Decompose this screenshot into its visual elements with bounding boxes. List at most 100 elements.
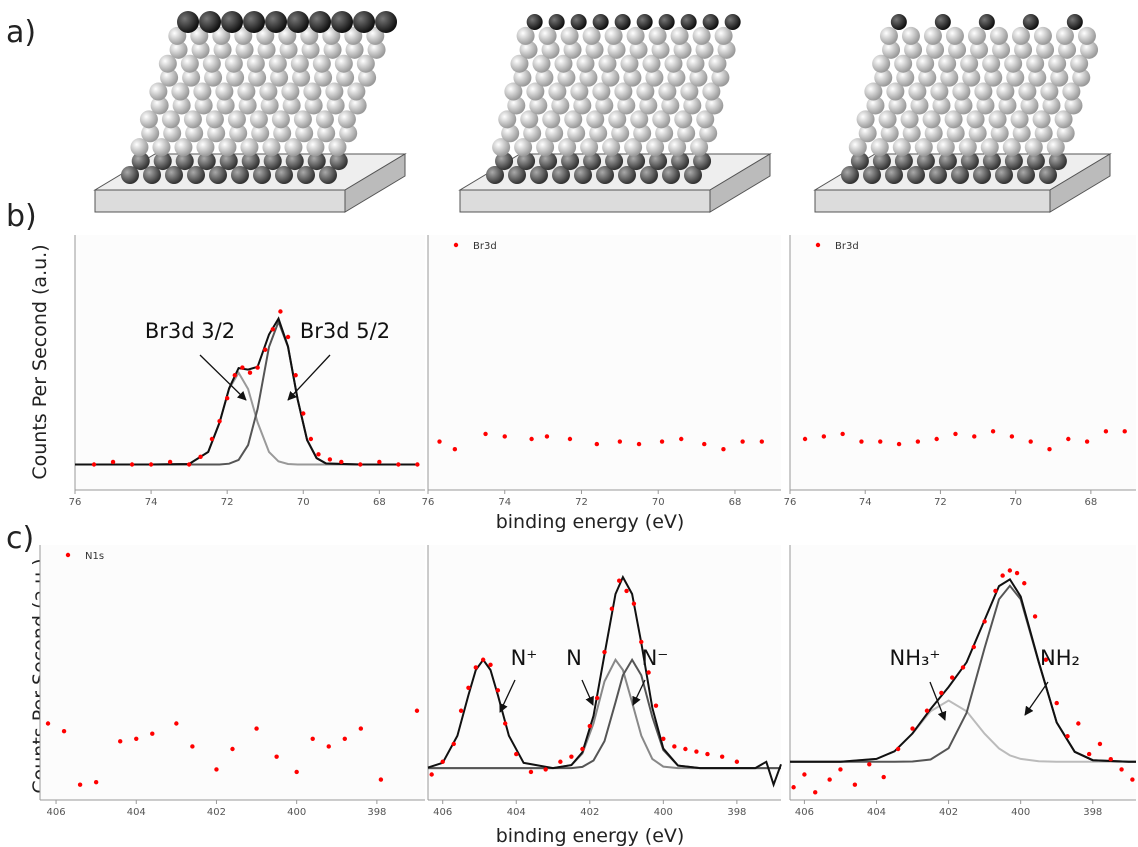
x-tick-label: 72 xyxy=(221,497,234,508)
data-point xyxy=(544,434,550,439)
atom xyxy=(938,54,957,73)
atom xyxy=(344,26,363,45)
atom xyxy=(171,82,190,101)
atom xyxy=(570,14,587,30)
data-point xyxy=(1022,581,1027,586)
data-point xyxy=(702,441,707,447)
atom xyxy=(886,82,905,101)
data-point xyxy=(254,726,259,731)
data-point xyxy=(150,731,155,736)
annotation-arrow xyxy=(632,679,646,706)
atom xyxy=(608,110,627,129)
substrate-side xyxy=(459,189,711,213)
atom xyxy=(323,40,342,59)
atom xyxy=(241,152,260,171)
data-point xyxy=(543,767,548,772)
atom xyxy=(150,96,169,115)
plot-area xyxy=(790,235,1136,490)
atom xyxy=(216,96,235,115)
atom xyxy=(300,26,319,45)
atom xyxy=(1062,82,1081,101)
atom xyxy=(325,82,344,101)
atom xyxy=(348,96,367,115)
x-tick-label: 400 xyxy=(1011,807,1030,818)
atom xyxy=(284,138,303,157)
atom xyxy=(229,124,248,143)
atom xyxy=(194,96,213,115)
data-point xyxy=(580,746,585,752)
atom xyxy=(982,152,1001,171)
atom xyxy=(285,152,304,171)
data-point xyxy=(827,777,832,782)
data-point xyxy=(661,736,666,741)
x-tick-label: 70 xyxy=(1009,497,1022,508)
atom xyxy=(695,40,714,59)
substrate-edge xyxy=(344,153,406,213)
x-axis-label: binding energy (eV) xyxy=(496,825,685,847)
atom xyxy=(227,110,246,129)
atom xyxy=(967,26,986,45)
atom xyxy=(262,138,281,157)
atom xyxy=(510,54,529,73)
atom xyxy=(595,96,614,115)
atom xyxy=(202,54,221,73)
x-tick-label: 68 xyxy=(729,497,742,508)
data-point xyxy=(971,644,977,650)
atom xyxy=(1014,40,1033,59)
data-point xyxy=(61,728,67,734)
data-point xyxy=(473,665,479,670)
atom xyxy=(238,96,257,115)
data-point xyxy=(415,462,420,467)
atom xyxy=(152,138,171,157)
atom xyxy=(334,54,353,73)
atom xyxy=(523,124,542,143)
atom xyxy=(576,54,595,73)
atom xyxy=(693,152,712,171)
atom xyxy=(287,11,310,33)
data-point xyxy=(924,708,930,713)
atom xyxy=(636,14,653,30)
atom xyxy=(121,166,139,184)
atom xyxy=(1026,54,1045,73)
atom xyxy=(1004,152,1023,171)
atom xyxy=(592,82,611,101)
atom xyxy=(583,152,602,171)
atom xyxy=(1080,40,1099,59)
data-point xyxy=(878,439,883,444)
atom xyxy=(980,138,999,157)
atom xyxy=(558,138,577,157)
atom xyxy=(1040,82,1059,101)
atom xyxy=(582,26,601,45)
atom xyxy=(604,26,623,45)
atom xyxy=(278,26,297,45)
atom xyxy=(219,152,238,171)
atom xyxy=(602,138,621,157)
atom xyxy=(235,40,254,59)
x-tick-label: 406 xyxy=(795,807,814,818)
data-point xyxy=(895,746,901,752)
atom xyxy=(516,26,535,45)
atom xyxy=(270,68,289,87)
atom xyxy=(224,54,243,73)
atom xyxy=(526,82,545,101)
atom xyxy=(601,68,620,87)
atom xyxy=(1011,26,1030,45)
atom xyxy=(970,40,989,59)
atom xyxy=(932,96,951,115)
atom xyxy=(535,68,554,87)
atom xyxy=(212,26,231,45)
atom xyxy=(902,124,921,143)
data-point xyxy=(240,365,245,370)
atom xyxy=(1010,110,1029,129)
atom xyxy=(131,152,150,171)
data-point xyxy=(342,736,347,741)
data-point xyxy=(514,751,519,757)
annotation: Br3d 3/2 xyxy=(145,319,235,343)
data-point xyxy=(1028,439,1033,444)
atom xyxy=(504,82,523,101)
atom xyxy=(973,166,991,184)
x-tick-label: 74 xyxy=(145,497,158,508)
atom xyxy=(1058,40,1077,59)
atom xyxy=(1032,110,1051,129)
atom xyxy=(263,152,282,171)
